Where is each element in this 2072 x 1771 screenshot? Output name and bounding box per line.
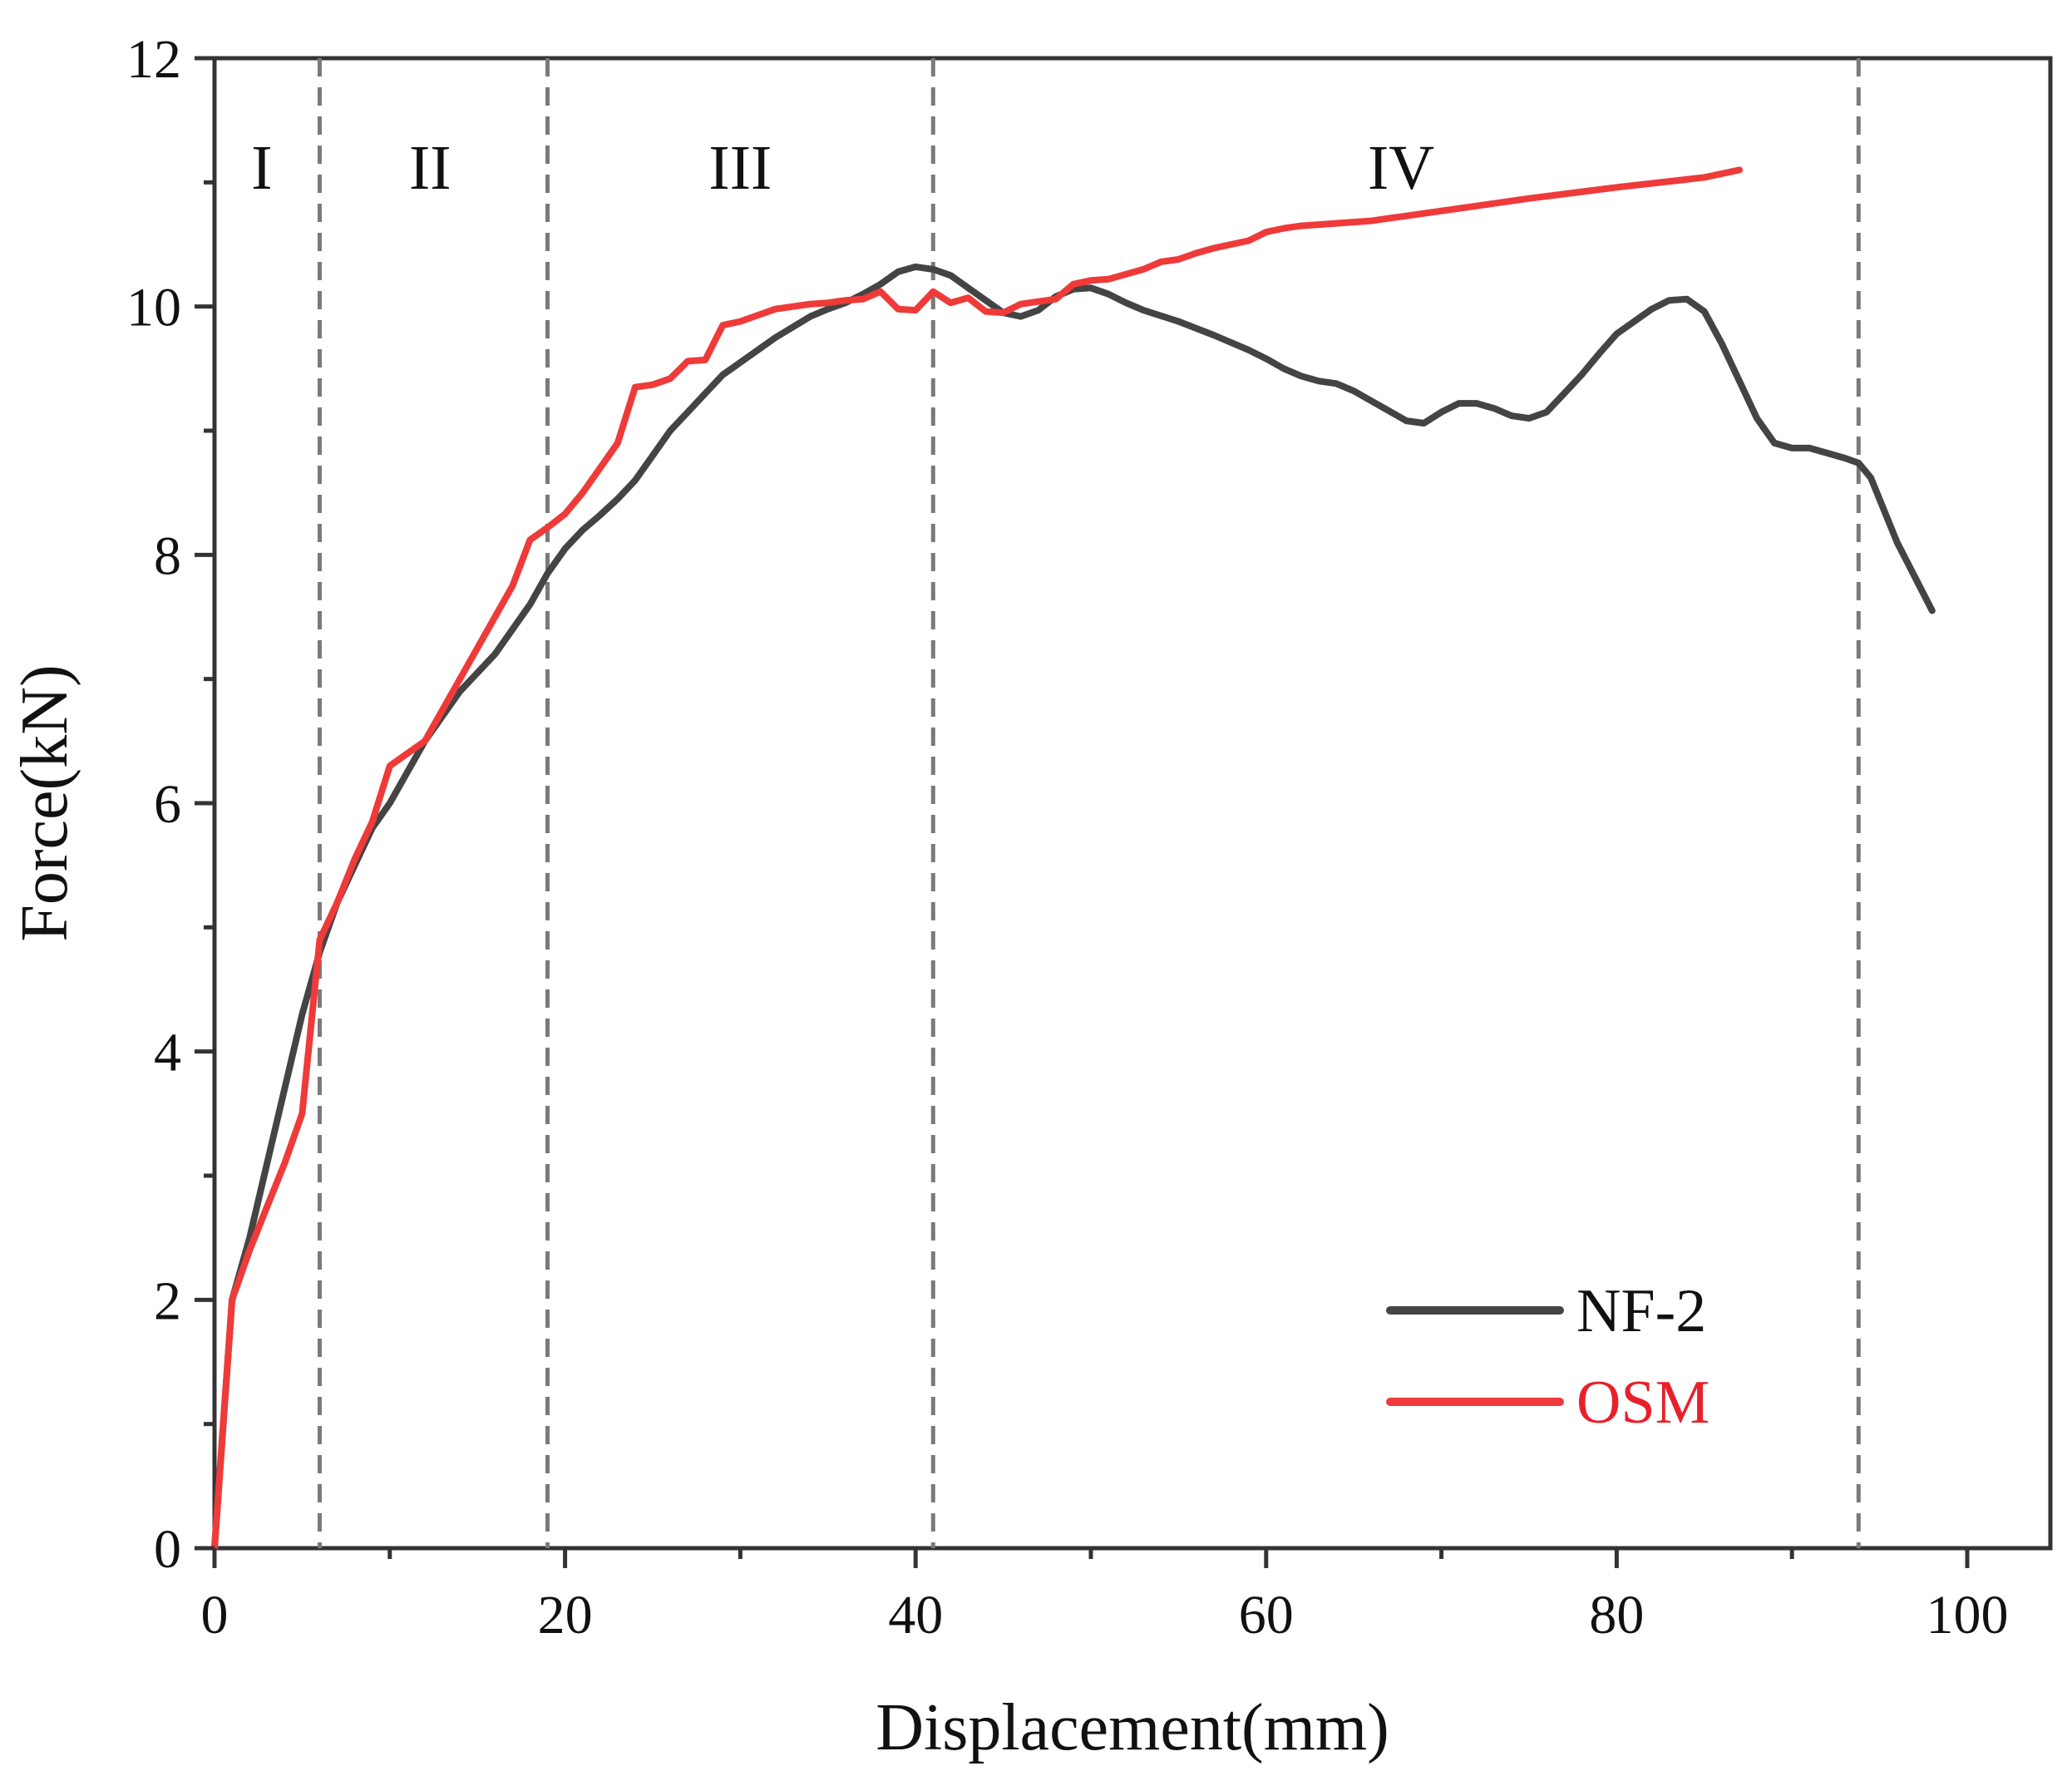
x-tick-label-20: 20 [538, 1585, 593, 1645]
x-axis-tick-labels: 0 20 40 60 80 100 [201, 1585, 2009, 1645]
legend: NF-2 OSM [1386, 1277, 1709, 1437]
region-labels: I II III IV [251, 133, 1434, 203]
x-tick-label-40: 40 [888, 1585, 943, 1645]
legend-label-nf-2: NF-2 [1576, 1277, 1706, 1345]
series-line-osm [211, 166, 1743, 1551]
y-tick-label-12: 12 [126, 29, 181, 90]
legend-label-osm: OSM [1576, 1369, 1709, 1437]
y-tick-label-6: 6 [154, 774, 181, 835]
x-tick-label-60: 60 [1239, 1585, 1294, 1645]
region-label-iii: III [708, 133, 772, 203]
x-tick-label-80: 80 [1589, 1585, 1644, 1645]
region-label-iv: IV [1368, 133, 1434, 203]
y-tick-label-2: 2 [154, 1270, 181, 1331]
y-tick-label-4: 4 [154, 1023, 181, 1083]
y-axis-title: Force(kN) [8, 664, 81, 941]
x-axis-title: Displacement(mm) [876, 1691, 1389, 1764]
y-axis-ticks [195, 56, 215, 1551]
x-tick-label-100: 100 [1926, 1585, 2009, 1645]
series-line-nf-2 [211, 263, 1936, 1551]
x-axis-ticks [212, 1548, 1970, 1568]
y-tick-label-8: 8 [154, 525, 181, 586]
region-label-i: I [251, 133, 272, 203]
y-axis-tick-labels: 0 2 4 6 8 10 12 [126, 29, 181, 1580]
plot-frame [212, 56, 2053, 1551]
region-boundary-lines [317, 58, 1861, 1548]
y-tick-label-0: 0 [154, 1519, 181, 1580]
y-tick-label-10: 10 [126, 278, 181, 338]
data-series [211, 166, 1936, 1551]
region-label-ii: II [409, 133, 451, 203]
x-tick-label-0: 0 [201, 1585, 229, 1645]
